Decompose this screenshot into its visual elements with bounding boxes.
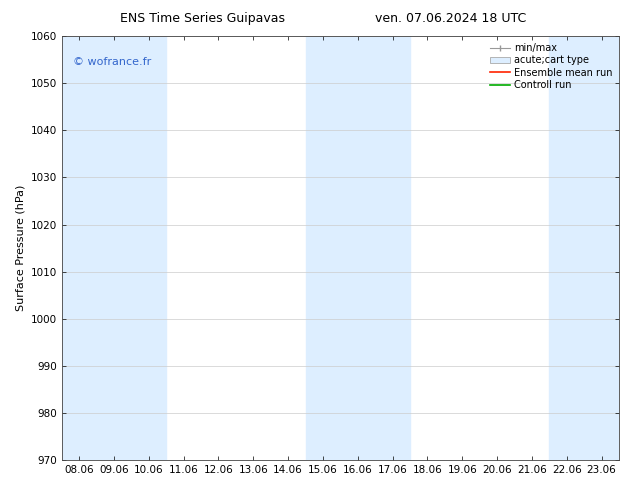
Bar bbox=[96, 36, 166, 460]
Text: © wofrance.fr: © wofrance.fr bbox=[73, 57, 151, 67]
Bar bbox=[61, 36, 96, 460]
Bar bbox=[306, 36, 410, 460]
Y-axis label: Surface Pressure (hPa): Surface Pressure (hPa) bbox=[15, 185, 25, 311]
Bar bbox=[549, 36, 619, 460]
Legend: min/max, acute;cart type, Ensemble mean run, Controll run: min/max, acute;cart type, Ensemble mean … bbox=[488, 41, 614, 92]
Text: ENS Time Series Guipavas: ENS Time Series Guipavas bbox=[120, 12, 285, 25]
Text: ven. 07.06.2024 18 UTC: ven. 07.06.2024 18 UTC bbox=[375, 12, 526, 25]
